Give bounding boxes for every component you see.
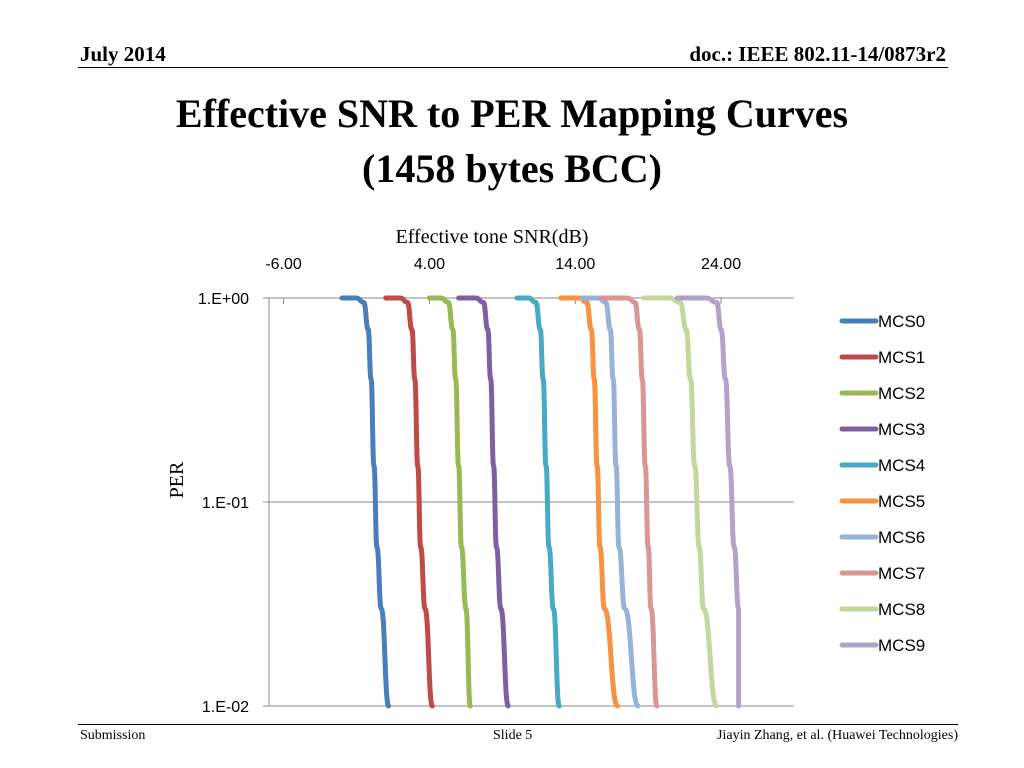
slide-title-line-2: (1458 bytes BCC) xyxy=(362,146,662,191)
header-date: July 2014 xyxy=(80,42,166,66)
legend-label: MCS9 xyxy=(878,636,925,655)
x-tick-label: -6.00 xyxy=(265,256,302,273)
series-line-mcs3 xyxy=(456,295,511,709)
y-tick-label: 1.E-01 xyxy=(202,495,249,512)
x-tick-label: 4.00 xyxy=(414,256,445,273)
slide-title-line-1: Effective SNR to PER Mapping Curves xyxy=(175,91,849,136)
x-tick-label: 14.00 xyxy=(555,256,595,273)
footer-slide-number: Slide 5 xyxy=(493,728,533,743)
y-tick-label: 1.E-02 xyxy=(202,699,249,716)
series-line-mcs9 xyxy=(674,295,742,709)
series-line-mcs8 xyxy=(641,295,720,709)
series-line-mcs2 xyxy=(426,295,473,709)
y-axis-title: PER xyxy=(166,461,188,498)
slide-title: Effective SNR to PER Mapping Curves (145… xyxy=(0,86,1024,196)
legend-label: MCS2 xyxy=(878,384,925,403)
x-tick-label: 24.00 xyxy=(701,256,741,273)
legend-label: MCS1 xyxy=(878,348,925,367)
series-line-mcs7 xyxy=(599,295,660,709)
legend-label: MCS6 xyxy=(878,528,925,547)
footer-submission: Submission xyxy=(80,728,146,743)
series-line-mcs1 xyxy=(383,295,435,709)
legend-label: MCS0 xyxy=(878,312,925,331)
legend-label: MCS3 xyxy=(878,420,925,439)
header-divider xyxy=(78,67,948,68)
x-axis-title: Effective tone SNR(dB) xyxy=(396,226,589,248)
footer-divider xyxy=(78,724,958,725)
legend-label: MCS7 xyxy=(878,564,925,583)
series-line-mcs4 xyxy=(514,295,562,709)
series-lines xyxy=(339,295,742,709)
legend-label: MCS5 xyxy=(878,492,925,511)
axes: 1.E+00 1.E-01 1.E-02 -6.00 4.00 14.00 24.00 xyxy=(198,256,741,716)
footer-authors: Jiayin Zhang, et al. (Huawei Technologie… xyxy=(717,728,958,743)
legend: MCS0 MCS1 MCS2 MCS3 MCS4 MCS5 MCS6 MCS7 MCS8 MCS9 xyxy=(839,312,925,655)
series-line-mcs0 xyxy=(339,295,392,709)
header-doc-id: doc.: IEEE 802.11-14/0873r2 xyxy=(689,42,946,66)
legend-label: MCS4 xyxy=(878,456,925,475)
legend-label: MCS8 xyxy=(878,600,925,619)
y-tick-label: 1.E+00 xyxy=(198,291,249,308)
grid-lines xyxy=(269,297,794,707)
